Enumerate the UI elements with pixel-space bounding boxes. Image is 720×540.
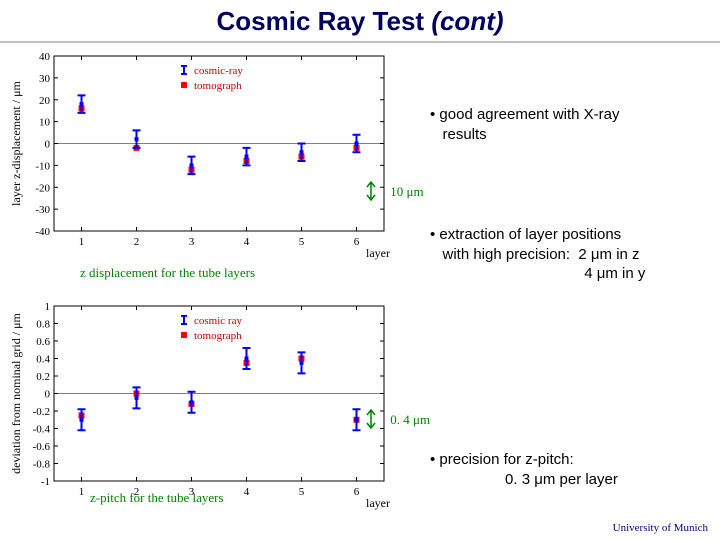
svg-text:-0.8: -0.8 <box>33 459 51 471</box>
svg-text:0: 0 <box>45 389 51 401</box>
svg-text:1: 1 <box>45 301 51 313</box>
svg-text:tomograph: tomograph <box>194 80 242 92</box>
anno-bot-label: 0. 4 μm <box>390 412 430 427</box>
svg-text:-0.6: -0.6 <box>33 441 51 453</box>
svg-text:5: 5 <box>299 486 305 498</box>
svg-text:6: 6 <box>354 486 360 498</box>
svg-text:0: 0 <box>45 139 51 151</box>
chart-bot-caption: z-pitch for the tube layers <box>90 490 224 506</box>
bullet-3: • precision for z-pitch: 0. 3 μm per lay… <box>430 450 618 489</box>
svg-text:-0.2: -0.2 <box>33 406 50 418</box>
footer-text: University of Munich <box>613 522 708 534</box>
svg-text:layer: layer <box>366 496 390 510</box>
svg-text:5: 5 <box>299 236 305 248</box>
svg-text:deviation from nominal grid /: deviation from nominal grid / μm <box>9 312 23 473</box>
svg-text:tomograph: tomograph <box>194 330 242 342</box>
svg-text:0.4: 0.4 <box>36 354 50 366</box>
svg-text:-40: -40 <box>35 226 50 238</box>
svg-text:-10: -10 <box>35 160 50 172</box>
chart-bot-anno: 0. 4 μm <box>365 408 430 434</box>
title-cont: (cont) <box>431 6 503 36</box>
chart-z-pitch: -1-0.8-0.6-0.4-0.200.20.40.60.81123456la… <box>6 300 390 511</box>
svg-text:1: 1 <box>79 236 85 248</box>
title-main: Cosmic Ray Test <box>216 6 431 36</box>
slide-title: Cosmic Ray Test (cont) <box>0 0 720 43</box>
svg-text:layer: layer <box>366 246 390 260</box>
svg-text:20: 20 <box>39 95 51 107</box>
chart-top-caption: z displacement for the tube layers <box>80 265 255 281</box>
double-arrow-icon <box>365 180 387 202</box>
svg-text:40: 40 <box>39 51 51 63</box>
svg-text:4: 4 <box>244 486 250 498</box>
svg-text:cosmic-ray: cosmic-ray <box>194 65 243 77</box>
svg-text:0.8: 0.8 <box>36 319 50 331</box>
svg-text:10: 10 <box>39 117 51 129</box>
chart-z-displacement: -40 -30 -20 -10 0 10 20 30 40 1 2 3 4 5 6 layer layer z-… <box>6 50 390 261</box>
bullet-2: • extraction of layer positions with hig… <box>430 225 645 284</box>
svg-text:0.2: 0.2 <box>36 371 50 383</box>
bullet-1: • good agreement with X-ray results <box>430 105 620 144</box>
svg-text:-30: -30 <box>35 204 50 216</box>
svg-text:-20: -20 <box>35 182 50 194</box>
svg-text:30: 30 <box>39 73 51 85</box>
double-arrow-icon <box>365 408 387 430</box>
svg-text:0.6: 0.6 <box>36 336 50 348</box>
chart-top-anno: 10 μm <box>365 180 424 206</box>
svg-text:1: 1 <box>79 486 85 498</box>
svg-text:layer z-displacement / μm: layer z-displacement / μm <box>9 80 23 205</box>
svg-text:4: 4 <box>244 236 250 248</box>
svg-text:2: 2 <box>134 236 140 248</box>
svg-text:3: 3 <box>189 236 195 248</box>
svg-text:6: 6 <box>354 236 360 248</box>
svg-text:-0.4: -0.4 <box>33 424 51 436</box>
anno-top-label: 10 μm <box>390 184 423 199</box>
svg-text:-1: -1 <box>41 476 50 488</box>
svg-text:cosmic ray: cosmic ray <box>194 315 242 327</box>
